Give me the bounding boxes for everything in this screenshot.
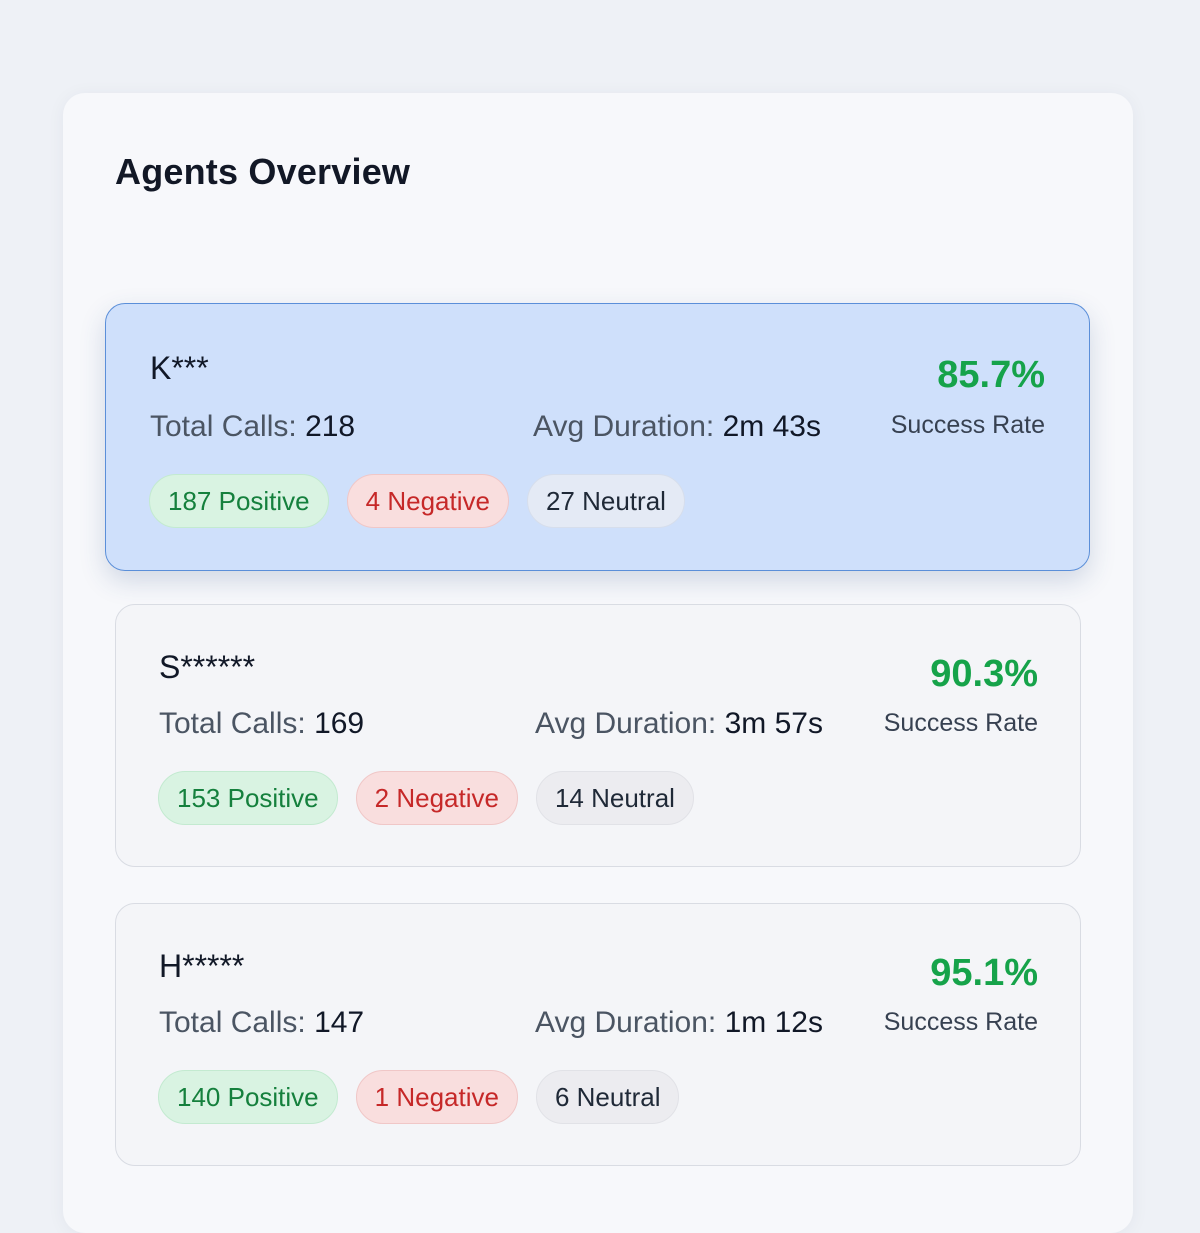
agents-overview-panel: Agents Overview K*** Total Calls: 218 Av… — [63, 93, 1133, 1233]
success-rate-label: Success Rate — [890, 411, 1045, 439]
avg-duration-label: Avg Duration: — [535, 707, 717, 740]
positive-badge: 140 Positive — [158, 1070, 338, 1124]
sentiment-badges: 140 Positive 1 Negative 6 Neutral — [158, 1070, 680, 1124]
avg-duration-label: Avg Duration: — [533, 410, 715, 443]
agent-name: H***** — [159, 948, 245, 984]
neutral-badge: 14 Neutral — [535, 771, 694, 825]
total-calls-label: Total Calls: — [159, 707, 306, 740]
total-calls: Total Calls: 147 — [159, 1006, 364, 1040]
total-calls: Total Calls: 169 — [159, 707, 364, 741]
negative-badge: 4 Negative — [346, 474, 509, 528]
agent-name: S****** — [159, 649, 256, 685]
success-rate-value: 85.7% — [937, 354, 1045, 396]
negative-badge: 2 Negative — [355, 771, 518, 825]
positive-badge: 153 Positive — [158, 771, 338, 825]
total-calls-value: 169 — [314, 707, 365, 740]
agent-card-1[interactable]: S****** Total Calls: 169 Avg Duration: 3… — [115, 604, 1081, 867]
agent-name: K*** — [150, 350, 209, 386]
page-title: Agents Overview — [115, 151, 411, 192]
total-calls: Total Calls: 218 — [150, 410, 355, 444]
avg-duration-value: 3m 57s — [724, 707, 823, 740]
avg-duration-value: 2m 43s — [722, 410, 821, 443]
success-rate-value: 95.1% — [930, 952, 1038, 994]
avg-duration-value: 1m 12s — [724, 1006, 823, 1039]
total-calls-label: Total Calls: — [159, 1006, 306, 1039]
neutral-badge: 6 Neutral — [535, 1070, 680, 1124]
sentiment-badges: 187 Positive 4 Negative 27 Neutral — [149, 474, 685, 528]
positive-badge: 187 Positive — [149, 474, 329, 528]
agent-card-2[interactable]: H***** Total Calls: 147 Avg Duration: 1m… — [115, 903, 1081, 1166]
avg-duration: Avg Duration: 2m 43s — [533, 410, 821, 444]
success-rate-label: Success Rate — [883, 709, 1038, 737]
sentiment-badges: 153 Positive 2 Negative 14 Neutral — [158, 771, 694, 825]
avg-duration: Avg Duration: 1m 12s — [535, 1006, 823, 1040]
negative-badge: 1 Negative — [355, 1070, 518, 1124]
agent-card-0[interactable]: K*** Total Calls: 218 Avg Duration: 2m 4… — [105, 303, 1090, 571]
total-calls-value: 218 — [305, 410, 356, 443]
neutral-badge: 27 Neutral — [526, 474, 685, 528]
total-calls-value: 147 — [314, 1006, 365, 1039]
avg-duration: Avg Duration: 3m 57s — [535, 707, 823, 741]
avg-duration-label: Avg Duration: — [535, 1006, 717, 1039]
total-calls-label: Total Calls: — [150, 410, 297, 443]
success-rate-value: 90.3% — [930, 653, 1038, 695]
success-rate-label: Success Rate — [883, 1008, 1038, 1036]
